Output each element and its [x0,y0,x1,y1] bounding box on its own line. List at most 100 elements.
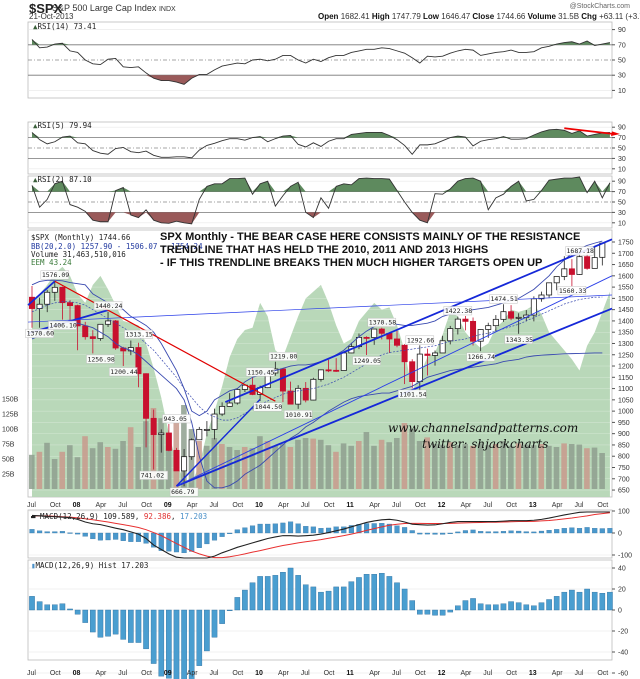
svg-text:10: 10 [618,220,626,227]
volume-label: Volume 31,463,510,016 [31,250,126,259]
svg-text:Oct: Oct [50,670,61,677]
svg-text:30: 30 [618,156,626,163]
svg-text:850: 850 [618,442,630,449]
svg-text:1650: 1650 [618,262,634,269]
svg-text:Oct: Oct [50,502,61,509]
svg-text:90: 90 [618,27,626,34]
svg-text:08: 08 [73,502,81,509]
svg-text:75B: 75B [2,442,15,449]
svg-text:1000: 1000 [618,409,634,416]
watermark-site: www.channelsandpatterns.com [388,421,578,435]
svg-text:1600: 1600 [618,273,634,280]
svg-text:70: 70 [618,42,626,49]
svg-text:Oct: Oct [597,670,608,677]
svg-text:Oct: Oct [141,670,152,677]
svg-text:Apr: Apr [95,670,107,677]
ohlc-summary: Open 1682.41 High 1747.79 Low 1646.47 Cl… [318,12,640,21]
svg-text:Jul: Jul [483,670,492,677]
svg-text:Oct: Oct [232,670,243,677]
svg-text:70: 70 [618,189,626,196]
svg-text:1100: 1100 [618,386,633,393]
svg-text:100: 100 [618,509,630,516]
price-title: $SPX (Monthly) 1744.66 [31,233,131,242]
svg-text:Jul: Jul [392,670,401,677]
bb-label: BB(20,2.0) 1257.90 - 1506.07 - 1754.24 [31,242,203,251]
svg-text:11: 11 [346,502,354,509]
svg-text:09: 09 [164,502,172,509]
svg-text:0: 0 [618,531,622,538]
svg-text:1250: 1250 [618,352,634,359]
svg-text:1687.18: 1687.18 [567,247,594,255]
svg-text:Oct: Oct [415,502,426,509]
svg-text:1101.54: 1101.54 [399,390,426,398]
svg-text:Oct: Oct [324,670,335,677]
svg-text:Apr: Apr [552,670,564,677]
svg-text:Oct: Oct [232,502,243,509]
svg-text:0: 0 [618,608,622,615]
svg-text:950: 950 [618,420,630,427]
rsi14-label: ▲RSI(14) 73.41 [33,22,96,31]
svg-text:Oct: Oct [506,502,517,509]
svg-text:1422.38: 1422.38 [445,307,472,315]
svg-text:10: 10 [255,670,263,677]
svg-text:Jul: Jul [27,502,36,509]
svg-text:700: 700 [618,476,630,483]
svg-text:10: 10 [255,502,263,509]
svg-text:30: 30 [618,210,626,217]
svg-text:12: 12 [438,670,446,677]
svg-text:08: 08 [73,670,81,677]
svg-text:Jul: Jul [575,502,584,509]
svg-text:Jul: Jul [301,502,310,509]
svg-text:13: 13 [529,502,537,509]
svg-text:1050: 1050 [618,397,634,404]
svg-text:1550: 1550 [618,285,634,292]
svg-text:800: 800 [618,454,630,461]
svg-text:125B: 125B [2,412,19,419]
svg-text:10: 10 [618,88,626,95]
svg-text:Apr: Apr [278,502,290,509]
svg-text:100B: 100B [2,427,19,434]
svg-text:Apr: Apr [187,502,199,509]
svg-text:1256.98: 1256.98 [87,355,114,363]
svg-text:1400: 1400 [618,318,634,325]
svg-text:Jul: Jul [210,502,219,509]
svg-text:-20: -20 [618,629,628,636]
svg-text:1292.66: 1292.66 [407,336,434,344]
watermark-twitter: twitter: shjackcharts [422,437,548,451]
svg-text:1200: 1200 [618,364,634,371]
svg-text:1300: 1300 [618,341,634,348]
svg-text:943.05: 943.05 [163,415,187,423]
svg-text:1249.05: 1249.05 [354,357,381,365]
hist-label: ▮MACD(12,26,9) Hist 17.203 [31,561,148,570]
svg-text:666.79: 666.79 [171,488,195,496]
svg-text:Jul: Jul [27,670,36,677]
svg-text:1474.51: 1474.51 [490,295,517,303]
svg-text:1750: 1750 [618,240,634,247]
svg-text:1313.15: 1313.15 [125,331,152,339]
svg-text:90: 90 [618,125,626,132]
svg-text:650: 650 [618,488,630,495]
svg-text:1219.80: 1219.80 [270,353,297,361]
macd-label: ▬ MACD(12,26,9) 109.589, 92.386, 17.203 [31,512,207,521]
svg-text:70: 70 [618,135,626,142]
svg-text:1700: 1700 [618,251,634,258]
chart-header: $SPX S&P 500 Large Cap Index INDX 21-Oct… [0,0,640,21]
svg-text:1450: 1450 [618,307,634,314]
svg-text:1500: 1500 [618,296,634,303]
svg-text:Jul: Jul [575,670,584,677]
rsi2-label: ▲RSI(2) 87.10 [33,175,92,184]
svg-text:11: 11 [346,670,354,677]
svg-text:Jul: Jul [210,670,219,677]
svg-text:20: 20 [618,587,626,594]
svg-text:900: 900 [618,431,630,438]
svg-text:Apr: Apr [552,502,564,509]
svg-text:Apr: Apr [187,670,199,677]
eem-label: EEM 43.24 [31,258,72,267]
svg-text:Jul: Jul [301,670,310,677]
svg-text:Apr: Apr [369,670,381,677]
svg-text:Apr: Apr [369,502,381,509]
svg-text:Oct: Oct [141,502,152,509]
svg-text:Jul: Jul [118,670,127,677]
svg-text:1010.91: 1010.91 [285,411,312,419]
